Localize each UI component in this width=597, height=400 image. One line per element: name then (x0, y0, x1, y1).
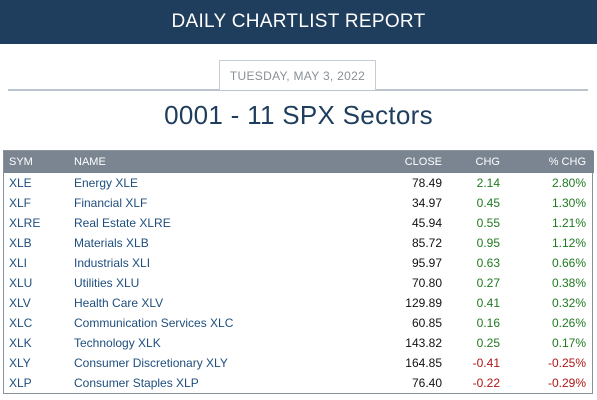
percent-change-value: -0.25% (547, 356, 586, 370)
close-value: 95.97 (411, 256, 442, 270)
sector-name-link[interactable]: Consumer Staples XLP (74, 376, 199, 390)
chartlist-title: 0001 - 11 SPX Sectors (164, 100, 433, 130)
symbol-link[interactable]: XLK (9, 336, 32, 350)
change-value: 0.45 (476, 196, 500, 210)
percent-change-value: 0.38% (551, 276, 586, 290)
table-row[interactable]: XLI Industrials XLI 95.97 0.63 0.66% (4, 253, 594, 273)
percent-change-value: 0.66% (551, 256, 586, 270)
table-row[interactable]: XLE Energy XLE 78.49 2.14 2.80% (4, 173, 594, 193)
report-title: DAILY CHARTLIST REPORT (171, 11, 426, 32)
symbol-link[interactable]: XLI (9, 256, 28, 270)
symbol-link[interactable]: XLP (9, 376, 32, 390)
sector-name-link[interactable]: Energy XLE (74, 176, 139, 190)
divider (8, 89, 588, 91)
percent-change-value: 1.21% (551, 216, 586, 230)
close-value: 164.85 (405, 356, 442, 370)
change-value: 0.95 (476, 236, 500, 250)
table-row[interactable]: XLC Communication Services XLC 60.85 0.16 0.… (4, 313, 594, 333)
close-value: 76.40 (411, 376, 442, 390)
column-header-close[interactable]: CLOSE (404, 156, 442, 168)
table-row[interactable]: XLB Materials XLB 85.72 0.95 1.12% (4, 233, 594, 253)
percent-change-value: 2.80% (551, 176, 586, 190)
change-value: 0.41 (476, 296, 500, 310)
change-value: 0.27 (476, 276, 500, 290)
close-value: 143.82 (405, 336, 442, 350)
sector-name-link[interactable]: Consumer Discretionary XLY (74, 356, 228, 370)
symbol-link[interactable]: XLC (9, 316, 33, 330)
table-row[interactable]: XLF Financial XLF 34.97 0.45 1.30% (4, 193, 594, 213)
close-value: 60.85 (411, 316, 442, 330)
close-value: 78.49 (411, 176, 442, 190)
percent-change-value: -0.29% (547, 376, 586, 390)
table-row[interactable]: XLY Consumer Discretionary XLY 164.85 -0.41… (4, 353, 594, 373)
symbol-link[interactable]: XLU (9, 276, 33, 290)
change-value: 0.16 (476, 316, 500, 330)
sector-name-link[interactable]: Health Care XLV (74, 296, 164, 310)
percent-change-value: 1.12% (551, 236, 586, 250)
change-value: -0.22 (472, 376, 500, 390)
table-row[interactable]: XLV Health Care XLV 129.89 0.41 0.32% (4, 293, 594, 313)
symbol-link[interactable]: XLB (9, 236, 32, 250)
percent-change-value: 0.32% (551, 296, 586, 310)
sector-name-link[interactable]: Technology XLK (74, 336, 161, 350)
column-header-sym[interactable]: SYM (9, 156, 33, 168)
column-header-name[interactable]: NAME (74, 156, 106, 168)
sector-name-link[interactable]: Real Estate XLRE (74, 216, 171, 230)
table-row[interactable]: XLRE Real Estate XLRE 45.94 0.55 1.21% (4, 213, 594, 233)
close-value: 45.94 (411, 216, 442, 230)
sector-name-link[interactable]: Utilities XLU (74, 276, 140, 290)
sector-name-link[interactable]: Materials XLB (74, 236, 149, 250)
report-date: TUESDAY, MAY 3, 2022 (219, 60, 376, 90)
sector-table: SYM NAME CLOSE CHG % CHG XLE Energy XLE 78… (3, 150, 594, 394)
symbol-link[interactable]: XLRE (9, 216, 41, 230)
table-row[interactable]: XLP Consumer Staples XLP 76.40 -0.22 -0.29% (4, 373, 594, 393)
close-value: 34.97 (411, 196, 442, 210)
close-value: 129.89 (405, 296, 442, 310)
symbol-link[interactable]: XLF (9, 196, 32, 210)
percent-change-value: 0.26% (551, 316, 586, 330)
percent-change-value: 1.30% (551, 196, 586, 210)
sector-name-link[interactable]: Communication Services XLC (74, 316, 234, 330)
sector-name-link[interactable]: Industrials XLI (74, 256, 151, 270)
date-section: TUESDAY, MAY 3, 2022 (0, 59, 597, 93)
table-row[interactable]: XLK Technology XLK 143.82 0.25 0.17% (4, 333, 594, 353)
close-value: 70.80 (411, 276, 442, 290)
percent-change-value: 0.17% (551, 336, 586, 350)
change-value: 0.63 (476, 256, 500, 270)
change-value: 0.25 (476, 336, 500, 350)
symbol-link[interactable]: XLE (9, 176, 32, 190)
table-row[interactable]: XLU Utilities XLU 70.80 0.27 0.38% (4, 273, 594, 293)
change-value: 0.55 (476, 216, 500, 230)
change-value: -0.41 (472, 356, 500, 370)
report-banner: DAILY CHARTLIST REPORT (0, 0, 597, 44)
table-header-row: SYM NAME CLOSE CHG % CHG (4, 151, 594, 173)
symbol-link[interactable]: XLV (9, 296, 31, 310)
symbol-link[interactable]: XLY (9, 356, 31, 370)
column-header-chg[interactable]: CHG (475, 156, 500, 168)
close-value: 85.72 (411, 236, 442, 250)
sector-name-link[interactable]: Financial XLF (74, 196, 148, 210)
column-header-pct-chg[interactable]: % CHG (548, 156, 586, 168)
change-value: 2.14 (476, 176, 500, 190)
